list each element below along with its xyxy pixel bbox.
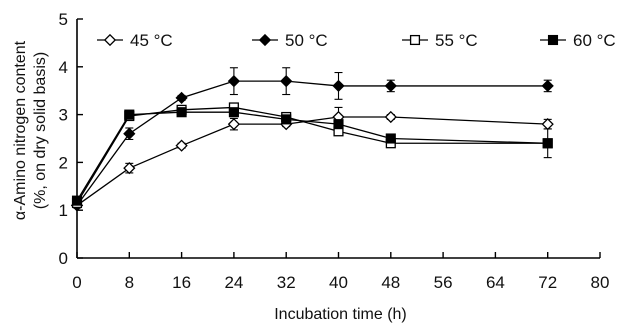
data-point: [541, 118, 554, 131]
legend-label: 60 °C: [573, 31, 616, 50]
legend-label: 50 °C: [285, 31, 328, 50]
y-axis-title-line-2: (%, on dry solid basis): [32, 52, 49, 209]
series-layer: [70, 67, 554, 212]
legend-item-2: 55 °C: [402, 31, 478, 50]
data-point: [409, 34, 421, 46]
data-point: [542, 138, 553, 149]
x-tick-label: 8: [125, 273, 134, 292]
y-tick-label: 4: [59, 58, 68, 77]
data-point: [123, 127, 136, 140]
data-point: [547, 34, 559, 46]
y-axis-title-line-1: α-Amino nitrogen content: [12, 40, 29, 220]
data-point: [71, 195, 83, 206]
series-1: [70, 67, 554, 212]
series-3: [71, 107, 553, 206]
data-point: [258, 33, 272, 47]
legend-label: 55 °C: [435, 31, 478, 50]
y-tick-label: 0: [59, 249, 68, 268]
data-point: [124, 109, 135, 120]
data-point: [281, 114, 292, 125]
axes: 0 8 16 24 32 40 48 56 64 72 80 0 1 2 3 4 5 Incubation tim…: [12, 10, 609, 323]
y-tick-label: 5: [59, 10, 68, 29]
data-point: [541, 79, 554, 93]
data-point: [123, 162, 136, 175]
series-2: [71, 102, 553, 209]
series-line: [76, 111, 548, 201]
series-line: [76, 80, 548, 206]
x-tick-label: 40: [329, 273, 348, 292]
data-point: [175, 91, 188, 104]
data-point: [384, 110, 397, 124]
data-point: [333, 119, 344, 130]
data-point: [103, 33, 117, 47]
x-tick-label: 24: [224, 273, 243, 292]
x-tick-label: 48: [381, 273, 400, 292]
x-tick-label: 0: [72, 273, 81, 292]
series-line: [76, 116, 548, 206]
data-point: [176, 107, 187, 118]
legend-item-0: 45 °C: [97, 31, 173, 50]
data-point: [227, 118, 241, 131]
data-point: [280, 75, 293, 88]
x-tick-label: 80: [591, 273, 610, 292]
data-point: [228, 107, 239, 118]
x-tick-label: 72: [538, 273, 557, 292]
x-tick-label: 64: [486, 273, 505, 292]
series-line: [76, 106, 548, 204]
y-tick-label: 2: [59, 153, 68, 172]
y-tick-label: 3: [59, 106, 68, 125]
data-point: [385, 133, 396, 144]
x-axis-title: Incubation time (h): [274, 306, 407, 323]
x-tick-label: 56: [434, 273, 453, 292]
legend-item-3: 60 °C: [540, 31, 616, 50]
legend: 45 °C 50 °C 55 °C 60 °C: [97, 31, 616, 50]
data-point: [384, 79, 397, 93]
x-tick-label: 32: [277, 273, 296, 292]
x-tick-label: 16: [172, 273, 191, 292]
data-point: [332, 79, 345, 93]
data-point: [175, 139, 188, 152]
legend-label: 45 °C: [130, 31, 173, 50]
data-point: [227, 75, 241, 88]
y-tick-label: 1: [59, 201, 68, 220]
legend-item-1: 50 °C: [252, 31, 328, 50]
